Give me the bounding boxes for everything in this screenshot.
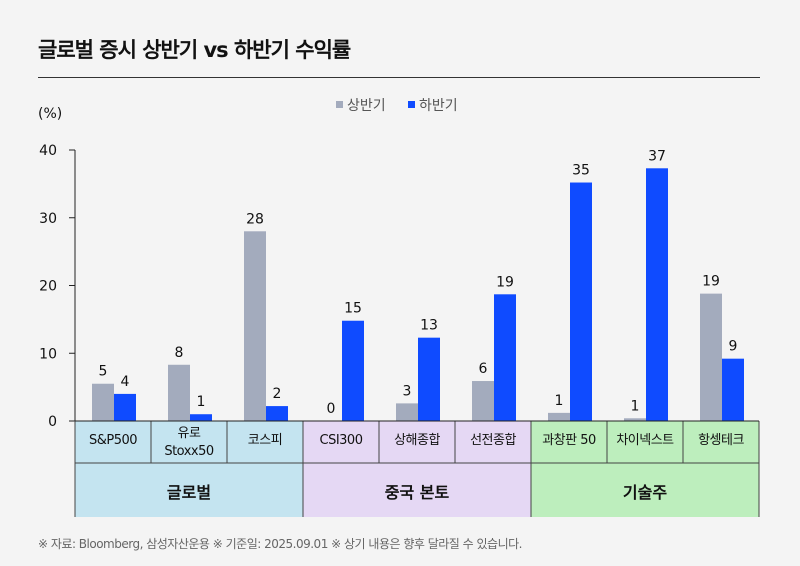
bar-h1 [700, 293, 722, 421]
group-band-2 [531, 421, 759, 517]
x-tick-label: 선전종합 [470, 433, 516, 448]
bar-h2 [114, 393, 136, 421]
bar-h2 [646, 168, 668, 421]
legend-label-1: 하반기 [419, 98, 458, 114]
data-label: 8 [175, 345, 184, 361]
bar-h1 [396, 403, 418, 421]
x-tick-label: Stoxx50 [164, 444, 214, 459]
bar-h1 [244, 231, 266, 421]
y-tick-label: 10 [39, 346, 57, 362]
bar-h1 [548, 412, 570, 421]
y-tick-label: 20 [39, 279, 57, 295]
legend-label-0: 상반기 [347, 98, 386, 114]
bar-h2 [190, 414, 212, 421]
bar-h1 [92, 383, 114, 421]
legend-swatch-0 [336, 101, 343, 108]
data-label: 35 [572, 163, 590, 179]
data-label: 3 [403, 383, 412, 399]
bar-h2 [266, 406, 288, 421]
bar-h1 [624, 418, 646, 421]
data-label: 19 [496, 274, 514, 290]
data-label: 28 [246, 211, 264, 227]
bar-h2 [570, 182, 592, 421]
data-label: 9 [729, 339, 738, 355]
data-label: 2 [273, 386, 282, 402]
y-tick-label: 40 [39, 143, 57, 159]
data-label: 1 [555, 393, 564, 409]
data-label: 6 [479, 361, 488, 377]
title-divider [38, 77, 760, 78]
y-tick-label: 0 [48, 414, 57, 430]
data-label: 4 [121, 374, 130, 390]
group-label: 중국 본토 [385, 483, 450, 502]
x-tick-label: 유로 [178, 426, 201, 441]
data-label: 15 [344, 301, 362, 317]
y-axis-label: (%) [38, 106, 62, 122]
y-tick-label: 30 [39, 211, 57, 227]
data-label: 37 [648, 148, 666, 164]
data-label: 1 [197, 394, 206, 410]
x-tick-label: 차이넥스트 [616, 433, 674, 448]
group-band-0 [75, 421, 303, 517]
bar-h2 [342, 320, 364, 421]
footnote: ※ 자료: Bloomberg, 삼성자산운용 ※ 기준일: 2025.09.0… [38, 537, 523, 551]
group-label: 글로벌 [167, 483, 211, 502]
data-label: 19 [702, 274, 720, 290]
group-band-1 [303, 421, 531, 517]
x-tick-label: 상해종합 [394, 433, 440, 448]
group-label: 기술주 [623, 483, 667, 502]
legend-swatch-1 [408, 101, 415, 108]
x-tick-label: S&P500 [89, 433, 137, 448]
bar-h2 [494, 294, 516, 421]
data-label: 13 [420, 318, 438, 334]
bar-h2 [722, 358, 744, 421]
x-tick-label: CSI300 [320, 433, 363, 448]
bar-h1 [168, 364, 190, 421]
x-tick-label: 과창판 50 [542, 433, 596, 448]
bar-h2 [418, 337, 440, 421]
chart-title: 글로벌 증시 상반기 vs 하반기 수익률 [38, 38, 351, 62]
x-tick-label: 코스피 [248, 433, 282, 448]
data-label: 0 [327, 401, 336, 417]
data-label: 5 [99, 364, 108, 380]
bar-h1 [472, 381, 494, 421]
data-label: 1 [631, 398, 640, 414]
x-tick-label: 항셍테크 [698, 433, 744, 448]
